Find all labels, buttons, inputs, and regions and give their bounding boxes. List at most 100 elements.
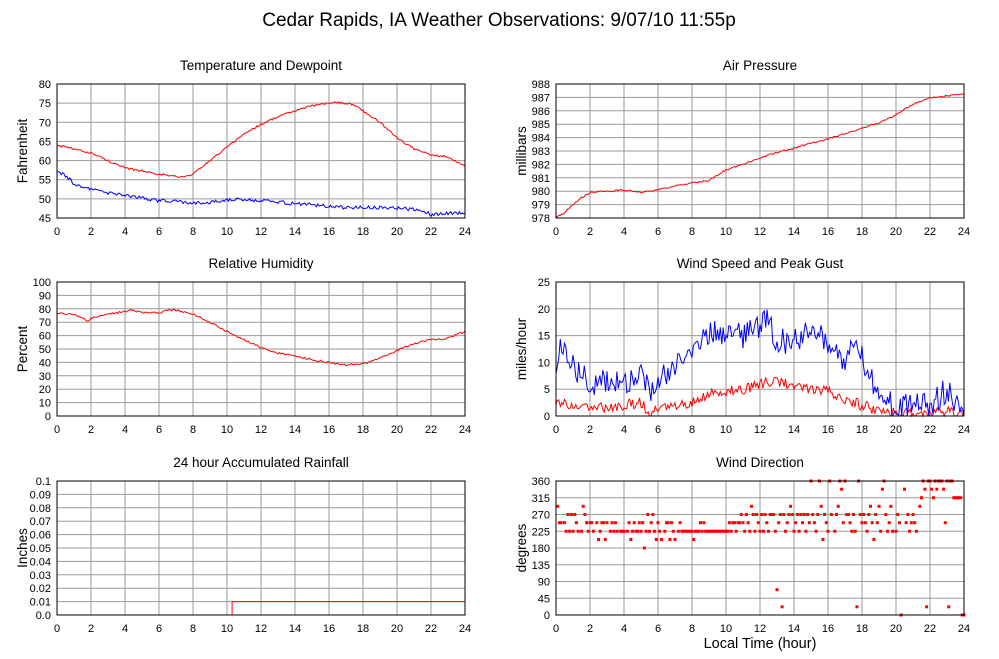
scatter-point (903, 487, 906, 491)
y-tick-label: 0.07 (30, 516, 51, 528)
scatter-point (914, 529, 918, 533)
x-tick-label: 16 (323, 226, 335, 238)
chart-title: Air Pressure (723, 58, 797, 73)
scatter-point (710, 529, 714, 533)
scatter-point (845, 513, 849, 516)
y-tick-label: 100 (33, 277, 51, 289)
scatter-point (920, 496, 923, 500)
scatter-point (777, 521, 781, 525)
scatter-point (663, 529, 667, 533)
x-tick-label: 24 (459, 623, 471, 635)
plot-frame (56, 480, 466, 616)
page-title: Cedar Rapids, IA Weather Observations: 9… (262, 10, 736, 31)
scatter-point (571, 529, 575, 533)
scatter-point (894, 529, 898, 533)
scatter-point (641, 521, 645, 525)
x-tick-label: 20 (391, 424, 403, 436)
x-tick-label: 6 (655, 623, 661, 635)
y-tick-label: 80 (39, 79, 51, 91)
x-tick-label: 24 (958, 623, 970, 635)
y-tick-label: 50 (39, 344, 51, 356)
scatter-point (738, 521, 742, 525)
scatter-point (743, 529, 747, 533)
scatter-point (763, 513, 767, 516)
y-tick-label: 0.06 (30, 530, 51, 542)
x-tick-label: 8 (689, 226, 695, 238)
scatter-point (760, 513, 764, 516)
scatter-point (566, 513, 570, 516)
scatter-point (780, 605, 784, 609)
x-tick-label: 16 (822, 623, 834, 635)
scatter-point (627, 521, 631, 525)
x-tick-label: 14 (788, 623, 800, 635)
y-tick-label: 10 (39, 398, 51, 410)
y-tick-label: 80 (39, 304, 51, 316)
scatter-point (853, 529, 857, 533)
x-tick-label: 0 (553, 424, 559, 436)
scatter-point (605, 521, 609, 525)
scatter-point (835, 513, 838, 516)
x-tick-label: 8 (190, 226, 196, 238)
x-tick-label: 14 (289, 623, 301, 635)
scatter-point (802, 513, 806, 516)
scatter-point (632, 521, 636, 525)
series-line-1 (56, 171, 466, 218)
scatter-point (897, 521, 901, 525)
x-tick-label: 12 (255, 424, 267, 436)
scatter-point (787, 513, 791, 516)
y-tick-label: 987 (532, 92, 550, 104)
scatter-point (821, 537, 825, 541)
scatter-point (947, 605, 951, 609)
y-axis-label: Inches (15, 528, 30, 568)
x-tick-label: 22 (425, 623, 437, 635)
x-tick-label: 6 (156, 623, 162, 635)
scatter-point (668, 537, 672, 541)
y-tick-label: 90 (538, 577, 550, 589)
scatter-point (896, 513, 900, 516)
scatter-point (952, 496, 956, 500)
y-tick-label: 30 (39, 371, 51, 383)
scatter-point (704, 529, 708, 533)
plot-frame (56, 83, 466, 219)
scatter-point (690, 529, 694, 533)
shared-x-axis-label: Local Time (hour) (704, 636, 817, 652)
scatter-point (697, 529, 701, 533)
scatter-point (862, 513, 866, 516)
scatter-point (772, 513, 776, 516)
scatter-point (870, 521, 874, 525)
scatter-point (709, 529, 713, 533)
y-tick-label: 70 (39, 317, 51, 329)
y-tick-label: 983 (532, 146, 550, 158)
scatter-point (573, 513, 577, 516)
scatter-point (649, 521, 653, 525)
scatter-point (789, 504, 793, 508)
scatter-point (855, 605, 859, 609)
scatter-point (959, 496, 963, 500)
x-tick-label: 14 (289, 226, 301, 238)
scatter-point (656, 521, 660, 525)
y-tick-label: 90 (39, 290, 51, 302)
scatter-point (744, 513, 748, 516)
scatter-point (785, 521, 789, 525)
scatter-point (795, 513, 799, 516)
x-tick-label: 8 (190, 424, 196, 436)
scatter-point (765, 521, 769, 525)
x-tick-label: 18 (856, 226, 868, 238)
x-tick-label: 8 (190, 623, 196, 635)
scatter-point (918, 504, 922, 508)
scatter-point (716, 529, 719, 533)
scatter-point (597, 537, 600, 541)
scatter-point (886, 529, 889, 533)
x-tick-label: 0 (553, 623, 559, 635)
scatter-point (731, 521, 735, 525)
y-tick-label: 0.0 (36, 610, 51, 622)
y-tick-label: 988 (532, 79, 550, 91)
scatter-point (884, 513, 888, 516)
x-tick-label: 4 (621, 424, 627, 436)
x-tick-label: 10 (221, 226, 233, 238)
scatter-point (644, 529, 648, 533)
scatter-point (659, 537, 663, 541)
scatter-point (695, 529, 699, 533)
